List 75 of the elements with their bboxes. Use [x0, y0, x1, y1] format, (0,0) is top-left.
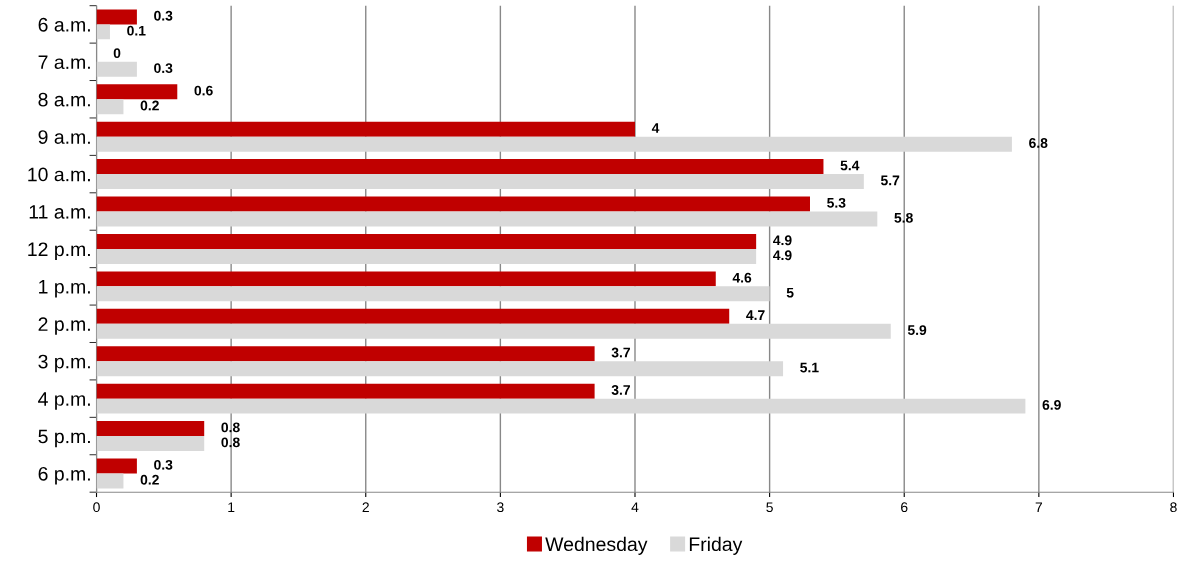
- data-label: 5.3: [827, 197, 846, 208]
- y-tick-label: 7 a.m.: [38, 55, 90, 70]
- y-tick-label: 6 p.m.: [38, 466, 90, 485]
- x-tick-label: 0: [93, 502, 100, 513]
- data-label: 0.8: [221, 437, 240, 448]
- bar: [96, 323, 891, 339]
- bar: [96, 271, 716, 287]
- data-label: 0.8: [221, 422, 240, 433]
- x-tick-label: 7: [1035, 502, 1043, 512]
- bar: [96, 211, 878, 227]
- y-tick-label: 12 p.m.: [28, 242, 90, 261]
- x-tick-label: 5: [766, 502, 773, 513]
- y-tick-label: 8 a.m.: [38, 92, 90, 107]
- y-tick-label: 4 p.m.: [38, 392, 90, 410]
- data-label: 5.4: [840, 160, 860, 171]
- data-label: 5.1: [800, 362, 819, 373]
- data-label: 0.2: [140, 100, 159, 111]
- data-label: 5.7: [880, 175, 900, 186]
- data-label: 6.8: [1029, 138, 1048, 148]
- data-label: 4.6: [732, 272, 752, 283]
- x-tick-label: 6: [901, 502, 908, 513]
- y-tick-label: 3 p.m.: [38, 354, 90, 373]
- bar: [96, 9, 137, 25]
- data-label: 0: [113, 48, 121, 59]
- bar: [96, 398, 1026, 414]
- x-tick-label: 1: [228, 502, 235, 512]
- data-label: 4.9: [773, 235, 792, 246]
- bar: [96, 174, 864, 190]
- bar: [96, 383, 595, 399]
- data-label: 0.3: [154, 459, 173, 470]
- bar: [96, 61, 137, 77]
- bar: [96, 308, 730, 324]
- bar: [96, 473, 124, 489]
- bar: [96, 248, 757, 264]
- bar: [96, 99, 124, 115]
- bar: [96, 159, 824, 175]
- data-label: 4.7: [746, 310, 765, 320]
- bar: [96, 286, 770, 302]
- data-label: 0.1: [127, 25, 146, 36]
- y-tick-label: 10 a.m.: [28, 167, 90, 182]
- legend-label: Wednesday: [545, 536, 648, 555]
- bar: [96, 421, 205, 437]
- data-label: 3.7: [611, 347, 630, 358]
- y-tick-label: 5 p.m.: [38, 429, 90, 448]
- y-tick-label: 6 a.m.: [38, 17, 90, 32]
- bar: [96, 436, 205, 452]
- data-label: 3.7: [611, 385, 630, 395]
- x-tick-label: 2: [362, 502, 369, 512]
- bar: [96, 24, 110, 40]
- x-tick-label: 8: [1170, 502, 1177, 513]
- bar: [96, 458, 137, 474]
- y-tick-label: 2 p.m.: [38, 317, 90, 335]
- y-tick-label: 1 p.m.: [39, 280, 90, 298]
- y-tick-label: 9 a.m.: [38, 130, 90, 144]
- bar: [96, 196, 810, 212]
- data-label: 5.8: [894, 212, 913, 223]
- data-label: 4.9: [773, 250, 792, 261]
- data-label: 5.9: [907, 325, 927, 335]
- bar: [96, 361, 784, 377]
- legend-label: Friday: [689, 536, 743, 555]
- data-label: 4: [651, 123, 660, 133]
- data-label: 0.3: [154, 63, 173, 74]
- data-label: 0.6: [194, 85, 213, 96]
- x-tick-label: 3: [497, 502, 504, 513]
- bar: [96, 136, 1012, 152]
- data-label: 5: [786, 287, 794, 298]
- bar: [96, 233, 757, 249]
- y-tick-label: 11 a.m.: [29, 205, 90, 219]
- bar: [96, 346, 595, 362]
- x-tick-label: 4: [631, 502, 639, 512]
- data-label: 6.9: [1042, 400, 1061, 410]
- bar: [96, 84, 178, 100]
- data-label: 0.2: [140, 474, 159, 485]
- bar: [96, 121, 635, 137]
- data-label: 0.3: [154, 10, 173, 21]
